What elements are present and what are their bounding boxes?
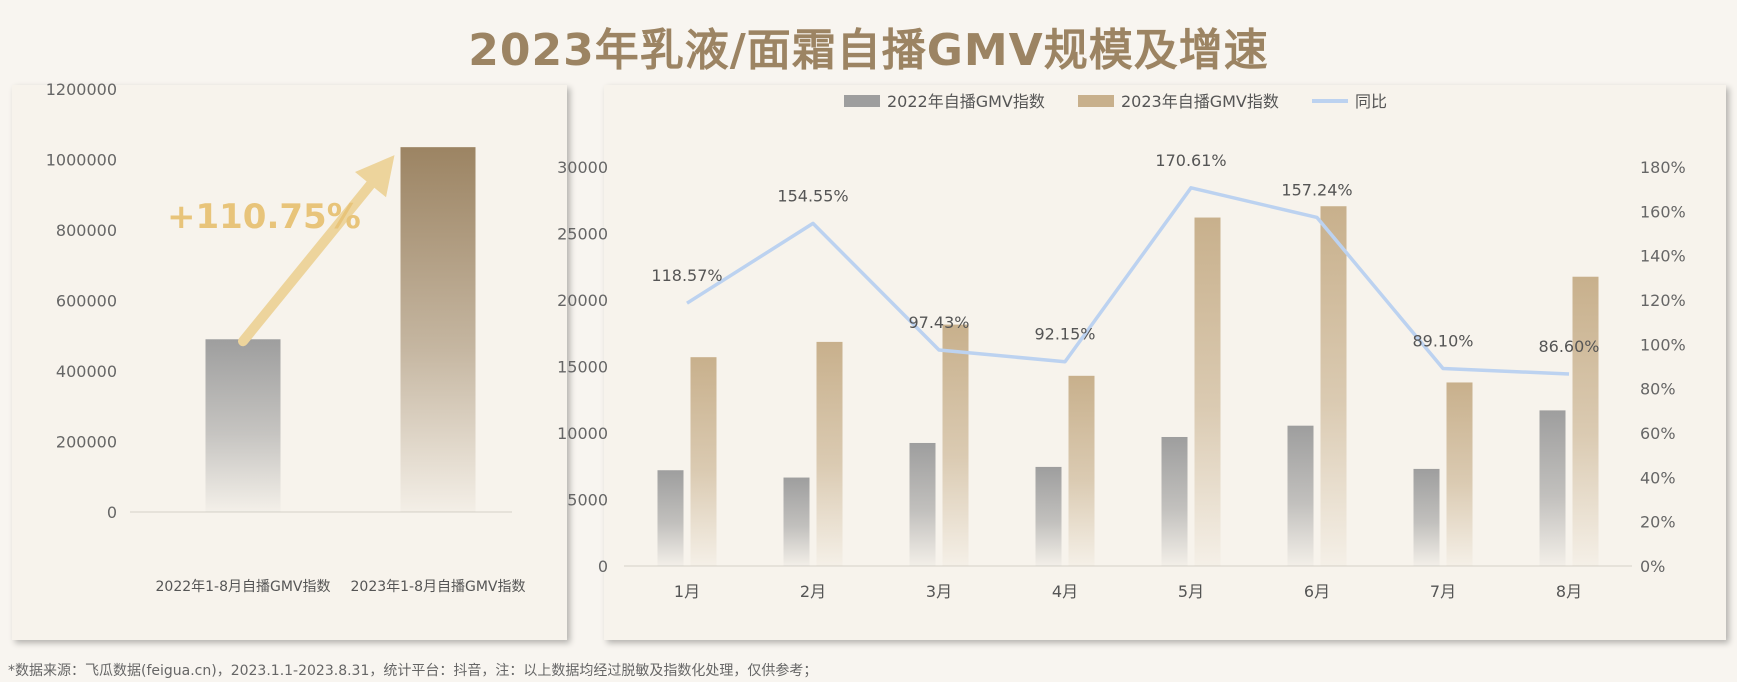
y-tick-label: 1200000 (46, 80, 117, 99)
y-tick-label: 200000 (56, 433, 117, 452)
bar-2022-2 (783, 477, 810, 566)
x-category-label: 6月 (1304, 582, 1330, 601)
yoy-data-label: 157.24% (1281, 180, 1352, 199)
y2-tick-label: 80% (1640, 380, 1676, 399)
y2-tick-label: 160% (1640, 202, 1686, 221)
y2-tick-label: 100% (1640, 335, 1686, 354)
bar-2023-8 (1572, 276, 1599, 566)
bar-2022-6 (1287, 425, 1314, 566)
yoy-data-label: 89.10% (1412, 331, 1473, 350)
x-category-label: 8月 (1556, 582, 1582, 601)
y-tick-label: 1000000 (46, 151, 117, 170)
y-tick-label: 800000 (56, 221, 117, 240)
y-tick-label: 15000 (557, 358, 608, 377)
bar-2023-4 (1068, 375, 1095, 566)
bar-2023-6 (1320, 206, 1347, 567)
x-category-label: 5月 (1178, 582, 1204, 601)
monthly-gmv-chart: 0 5000 10000 15000 20000 25000 30000 0% 20% 40% 60… (557, 92, 1686, 601)
legend-label-yoy: 同比 (1355, 92, 1387, 111)
chart-legend: 2022年自播GMV指数 2023年自播GMV指数 同比 (844, 92, 1387, 111)
yoy-data-label: 92.15% (1034, 325, 1095, 344)
bar-2022-8 (1539, 410, 1566, 566)
yoy-data-label: 170.61% (1155, 151, 1226, 170)
yoy-data-label: 118.57% (651, 266, 722, 285)
bar-2023-2 (816, 341, 843, 566)
yoy-data-label: 86.60% (1538, 337, 1599, 356)
monthly-gmv-panel: 0 5000 10000 15000 20000 25000 30000 0% 20% 40% 60… (557, 85, 1726, 640)
source-footnote: *数据来源：飞瓜数据(feigua.cn)，2023.1.1-2023.8.31… (8, 663, 818, 679)
x-category-label: 2022年1-8月自播GMV指数 (156, 579, 331, 595)
legend-swatch-2022 (844, 95, 880, 107)
bar-2022-1 (657, 470, 684, 566)
total-gmv-panel: 0 200000 400000 600000 800000 1000000 1200000 2… (12, 80, 567, 640)
y-tick-label: 20000 (557, 291, 608, 310)
x-category-label: 2月 (800, 582, 826, 601)
page-title: 2023年乳液/面霜自播GMV规模及增速 (468, 25, 1269, 76)
bar-2023-7 (1446, 382, 1473, 566)
y-tick-label: 400000 (56, 362, 117, 381)
bar-2022-4 (1035, 466, 1062, 566)
y2-tick-label: 20% (1640, 513, 1676, 532)
x-category-label: 7月 (1430, 582, 1456, 601)
legend-label-2023: 2023年自播GMV指数 (1121, 92, 1279, 111)
y-tick-label: 0 (598, 557, 608, 576)
y-tick-label: 10000 (557, 424, 608, 443)
total-gmv-chart: 0 200000 400000 600000 800000 1000000 1200000 2… (46, 80, 526, 595)
bar-total-0 (205, 339, 281, 512)
y-tick-label: 0 (107, 503, 117, 522)
yoy-line (686, 186, 1570, 376)
y2-tick-label: 140% (1640, 247, 1686, 266)
legend-swatch-2023 (1078, 95, 1114, 107)
growth-rate-label: +110.75% (167, 197, 361, 237)
y2-tick-label: 60% (1640, 424, 1676, 443)
x-category-label: 2023年1-8月自播GMV指数 (351, 579, 526, 595)
bar-total-1 (400, 147, 476, 512)
growth-arrow-head (354, 155, 395, 198)
x-category-label: 1月 (674, 582, 700, 601)
yoy-data-label: 97.43% (908, 313, 969, 332)
y-tick-label: 30000 (557, 158, 608, 177)
bar-2023-3 (942, 324, 969, 566)
bar-2023-5 (1194, 217, 1221, 567)
y-tick-label: 600000 (56, 292, 117, 311)
yoy-data-label: 154.55% (777, 186, 848, 205)
y2-tick-label: 0% (1640, 557, 1665, 576)
bar-2022-7 (1413, 468, 1440, 566)
bar-2023-1 (690, 357, 717, 566)
legend-label-2022: 2022年自播GMV指数 (887, 92, 1045, 111)
bar-2022-3 (909, 442, 936, 566)
y2-tick-label: 180% (1640, 158, 1686, 177)
x-category-label: 3月 (926, 582, 952, 601)
growth-arrow-shaft (238, 179, 376, 347)
y-tick-label: 25000 (557, 225, 608, 244)
y-tick-label: 5000 (567, 491, 608, 510)
bar-2022-5 (1161, 436, 1188, 566)
y2-tick-label: 120% (1640, 291, 1686, 310)
y2-tick-label: 40% (1640, 468, 1676, 487)
x-category-label: 4月 (1052, 582, 1078, 601)
